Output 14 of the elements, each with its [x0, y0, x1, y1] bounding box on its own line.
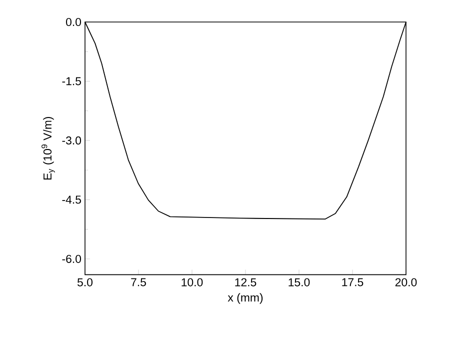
x-tick-label: 20.0	[395, 278, 417, 286]
x-axis-title: x (mm)	[228, 293, 263, 304]
x-tick-label: 15.0	[288, 278, 310, 286]
x-tick-label: 7.5	[131, 278, 146, 286]
y-tick-label: 0.0	[66, 18, 82, 26]
x-tick-label: 10.0	[182, 278, 203, 286]
y-axis-title: E$_{y}$ (10$^{9}$ V/m)	[42, 116, 55, 180]
x-tick-label: 17.5	[342, 278, 364, 286]
y-tick-label: -3.0	[62, 136, 82, 145]
y-tick-label: -1.5	[62, 77, 81, 86]
y-tick-label: -4.5	[62, 196, 81, 204]
x-tick-label: 12.5	[235, 278, 256, 286]
x-tick-label: 5.0	[77, 278, 93, 286]
y-tick-label: -6.0	[62, 254, 82, 263]
